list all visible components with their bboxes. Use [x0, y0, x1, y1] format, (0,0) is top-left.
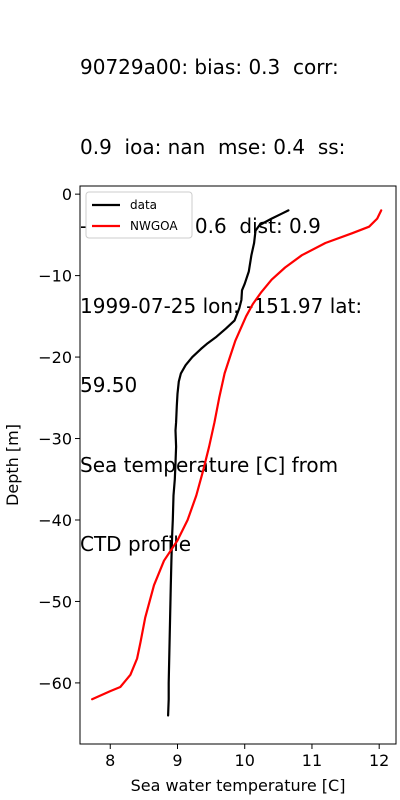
legend-label: NWGOA — [130, 219, 178, 233]
x-tick-label: 11 — [302, 751, 322, 770]
x-tick-label: 10 — [235, 751, 255, 770]
plot-frame — [79, 185, 397, 745]
x-tick-label: 9 — [172, 751, 182, 770]
y-tick-label: −50 — [38, 592, 72, 611]
title-line-4: 1999-07-25 lon: -151.97 lat: — [80, 293, 363, 318]
series-line-data — [167, 209, 290, 717]
legend-label: data — [130, 198, 157, 212]
y-axis-label: Depth [m] — [3, 424, 22, 506]
x-axis: 8 9 10 11 12 — [105, 744, 389, 770]
y-tick-label: −30 — [38, 430, 72, 449]
series-line-nwgoa — [91, 209, 383, 701]
x-axis-label: Sea water temperature [C] — [131, 776, 346, 795]
legend: data NWGOA — [85, 191, 193, 239]
title-line-6: Sea temperature [C] from — [80, 452, 339, 477]
title-line-2: 0.9 ioa: nan mse: 0.4 ss: — [80, 134, 346, 159]
y-tick-label: −20 — [38, 348, 72, 367]
y-tick-label: −10 — [38, 267, 72, 286]
x-tick-label: 8 — [105, 751, 115, 770]
y-tick-label: −40 — [38, 511, 72, 530]
y-tick-label: −60 — [38, 674, 72, 693]
title-line-5: 59.50 — [80, 373, 138, 397]
y-tick-label: 0 — [62, 185, 72, 204]
y-axis: 0 −10 −20 −30 −40 −50 −60 — [38, 185, 80, 693]
x-tick-label: 12 — [369, 751, 389, 770]
series-layer — [91, 209, 383, 717]
chart-title: 90729a00: bias: 0.3 corr: 0.9 ioa: nan m… — [80, 1, 398, 584]
title-line-1: 90729a00: bias: 0.3 corr: — [80, 55, 339, 79]
